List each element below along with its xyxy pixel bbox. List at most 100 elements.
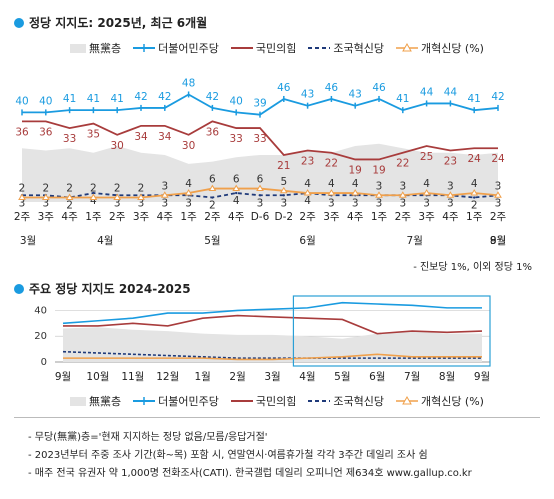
recent-range-box: [292, 295, 491, 367]
reform-point: [89, 193, 98, 201]
data-label-ppp: 23: [444, 155, 457, 167]
data-label-rebuild: 3: [352, 197, 359, 209]
data-label-ppp: 36: [206, 126, 220, 138]
data-label-rebuild: 3: [495, 197, 502, 209]
data-label-reform: 4: [423, 178, 430, 190]
data-label-reform: 2: [90, 183, 97, 195]
x-tick-label: 2주: [109, 211, 126, 223]
data-label-dem: 42: [134, 91, 147, 103]
data-label-reform: 2: [42, 183, 49, 195]
x-tick-label: 2주: [14, 211, 31, 223]
reform-point: [494, 191, 502, 198]
data-label-dem: 39: [253, 98, 266, 110]
data-label-reform: 6: [257, 174, 264, 186]
data-label-rebuild: 2: [66, 200, 73, 212]
data-label-reform: 3: [447, 180, 454, 192]
data-label-dem: 42: [206, 91, 219, 103]
rebuild-point: [473, 196, 476, 199]
reform-point: [208, 184, 217, 192]
data-label-reform: 3: [399, 180, 406, 192]
chart1-legend: 無黨층 더불어민주당 국민의힘 조국혁신당 개혁신당 (%): [70, 40, 490, 56]
data-label-reform: 6: [209, 174, 216, 186]
month-label: 8월: [439, 371, 455, 383]
series-ppp-line: [22, 120, 498, 161]
legend-dem: 더불어민주당: [133, 393, 219, 409]
month-label: 4월: [97, 235, 113, 247]
data-label-dem: 40: [15, 95, 28, 107]
data-label-dem: 44: [444, 86, 458, 98]
month-label: 7월: [407, 235, 423, 247]
data-label-rebuild: 3: [399, 197, 406, 209]
data-label-reform: 4: [352, 178, 359, 190]
chart2-plot: 0 20 40 9월 10월 11월 12월 1월 2월 3월 4월 5월 6월 7월 8월 9월: [34, 295, 491, 383]
month-label: 6월: [299, 235, 315, 247]
data-label-rebuild: 3: [19, 197, 26, 209]
x-tick-label: 3주: [323, 211, 340, 223]
data-label-ppp: 21: [277, 160, 290, 172]
month-label: 6월: [369, 371, 385, 383]
reform-point: [351, 189, 360, 196]
data-label-reform: 6: [233, 174, 240, 186]
x-tick-label: 4주: [228, 211, 245, 223]
reform-point: [470, 189, 479, 196]
x-tick-label: 2주: [395, 211, 412, 223]
data-label-ppp: 33: [230, 133, 243, 145]
reform-point: [137, 193, 145, 201]
x-tick-label: D-2: [275, 211, 294, 223]
reform-point: [256, 184, 264, 192]
rebuild-point: [211, 196, 214, 199]
data-label-rebuild: 4: [233, 195, 240, 207]
reform-point: [398, 191, 407, 198]
data-label-ppp: 19: [349, 164, 362, 176]
data-label-rebuild: 3: [114, 197, 121, 209]
title-bullet-icon: [14, 284, 24, 294]
line-swatch-icon: [395, 396, 418, 405]
legend-indep: 無黨층: [70, 40, 121, 56]
data-label-rebuild: 2: [209, 200, 216, 212]
data-label-rebuild: 3: [447, 197, 454, 209]
month-label: 3월: [20, 235, 36, 247]
x-tick-label: 3주: [418, 211, 435, 223]
data-label-dem: 46: [277, 82, 291, 94]
data-label-reform: 3: [161, 180, 168, 192]
rebuild-point: [258, 194, 262, 197]
reform-point: [65, 193, 74, 201]
x-tick-label: D-6: [251, 211, 270, 223]
data-label-rebuild: 2: [471, 200, 478, 212]
data-label-reform: 2: [19, 183, 26, 195]
y-tick-label: 40: [34, 305, 47, 316]
y-tick-label: 20: [34, 331, 47, 342]
data-label-rebuild: 3: [161, 197, 168, 209]
reform-point: [232, 184, 241, 192]
reform-point: [41, 193, 50, 201]
data-label-dem: 43: [349, 89, 362, 101]
month-label: 4월: [299, 371, 315, 383]
data-label-ppp: 25: [420, 151, 433, 163]
data-label-ppp: 34: [134, 131, 148, 143]
x-tick-label: 2주: [490, 211, 507, 223]
footnote-2: - 2023년부터 주중 조사 기간(화~목) 포함 시, 연말연시·여름휴가철…: [28, 450, 428, 461]
data-label-rebuild: 3: [423, 197, 430, 209]
data-label-dem: 41: [396, 93, 409, 105]
x-tick-label: 1주: [180, 211, 197, 223]
month-label: 5월: [334, 371, 350, 383]
data-label-reform: 5: [280, 176, 287, 188]
x-tick-label: 4주: [347, 211, 364, 223]
month-label: 9월: [490, 235, 506, 247]
data-label-rebuild: 4: [90, 195, 97, 207]
data-label-rebuild: 3: [376, 197, 383, 209]
footnote-divider: [14, 417, 540, 418]
data-label-dem: 40: [230, 95, 243, 107]
rebuild-point: [235, 191, 238, 195]
x-tick-label: 1주: [371, 211, 388, 223]
reform-point: [184, 189, 193, 196]
data-label-ppp: 30: [111, 140, 124, 152]
reform-point: [446, 191, 455, 198]
data-label-dem: 46: [325, 82, 339, 94]
chart1-title: 정당 지지도: 2025년, 최근 6개월: [14, 14, 207, 31]
month-label: 3월: [264, 371, 280, 383]
indep-area: [22, 143, 498, 202]
data-label-reform: 4: [185, 178, 192, 190]
reform-point: [160, 191, 169, 198]
